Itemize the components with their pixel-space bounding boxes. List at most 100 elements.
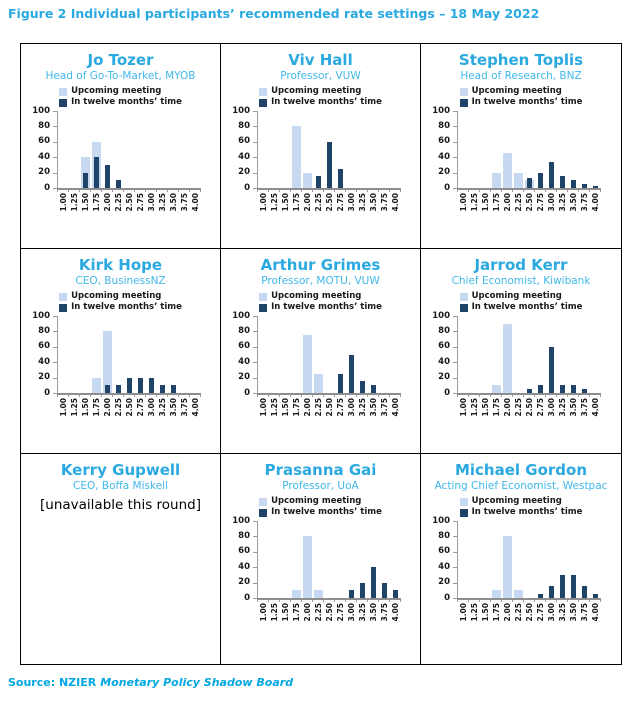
x-tick-label: 2.75 bbox=[336, 398, 345, 417]
x-tick-mark bbox=[390, 190, 401, 192]
bar-slot bbox=[513, 111, 524, 188]
bar-twelve-months bbox=[105, 164, 110, 188]
y-tick-label: 0 bbox=[444, 387, 450, 398]
y-tick-mark bbox=[53, 188, 57, 189]
bar-slot bbox=[590, 316, 601, 393]
y-tick-label: 0 bbox=[244, 387, 250, 398]
plot-column: 1.00 1.25 1.50 1.75 2.00 2.25 2.50 2.75 3.00 3.25… bbox=[457, 521, 601, 622]
y-tick-mark bbox=[453, 188, 457, 189]
x-axis-labels: 1.00 1.25 1.50 1.75 2.00 2.25 2.50 2.75 3.00 3.25… bbox=[257, 193, 401, 212]
x-label-cell: 1.75 bbox=[291, 193, 302, 212]
x-tick-mark bbox=[113, 395, 124, 397]
bar-twelve-months bbox=[549, 586, 554, 598]
x-tick-label: 2.00 bbox=[303, 193, 312, 212]
x-tick-mark bbox=[568, 190, 579, 192]
x-tick-mark bbox=[546, 600, 557, 602]
x-tick-mark bbox=[513, 600, 524, 602]
y-tick-mark bbox=[453, 362, 457, 364]
x-tick-mark bbox=[480, 600, 491, 602]
y-tick-mark bbox=[253, 331, 257, 333]
participant-role: CEO, Boffa Miskell bbox=[73, 480, 168, 492]
legend-item: Upcoming meeting bbox=[59, 291, 182, 302]
bar-slot bbox=[280, 316, 291, 393]
legend-item: Upcoming meeting bbox=[59, 86, 182, 97]
plot-column: 1.00 1.25 1.50 1.75 2.00 2.25 2.50 2.75 3.00 3.25… bbox=[457, 111, 601, 212]
participant-name: Jarrod Kerr bbox=[474, 256, 568, 274]
participant-name: Michael Gordon bbox=[454, 461, 588, 479]
bar-slot bbox=[146, 316, 157, 393]
y-tick-mark bbox=[53, 362, 57, 364]
bar-twelve-months bbox=[160, 385, 165, 393]
bar-upcoming bbox=[92, 377, 101, 393]
bar-slot bbox=[335, 316, 346, 393]
x-tick-mark bbox=[269, 395, 280, 397]
y-axis: 100 80 60 40 20 0 bbox=[431, 516, 457, 603]
y-tick-mark bbox=[253, 598, 257, 599]
bar-slot bbox=[324, 521, 335, 598]
x-tick-label: 1.25 bbox=[270, 398, 279, 417]
bar-twelve-months bbox=[360, 582, 365, 598]
x-tick-mark bbox=[568, 395, 579, 397]
participant-role: Professor, UoA bbox=[282, 480, 359, 492]
chart-legend: Upcoming meeting In twelve months’ time bbox=[459, 291, 582, 313]
y-tick-label: 80 bbox=[238, 325, 250, 336]
x-label-cell: 2.00 bbox=[302, 193, 313, 212]
y-tick-mark bbox=[253, 172, 257, 174]
bar-twelve-months bbox=[582, 389, 587, 393]
bar-twelve-months bbox=[338, 168, 343, 188]
y-tick-mark bbox=[253, 393, 257, 394]
x-tick-label: 4.00 bbox=[391, 398, 400, 417]
x-label-cell: 1.25 bbox=[69, 193, 80, 212]
legend-swatch-twelve-months-icon bbox=[259, 508, 268, 517]
x-tick-label: 3.25 bbox=[358, 193, 367, 212]
bar-slot bbox=[590, 111, 601, 188]
x-tick-mark bbox=[146, 395, 157, 397]
legend-item: Upcoming meeting bbox=[259, 291, 382, 302]
x-tick-label: 4.00 bbox=[591, 603, 600, 622]
x-tick-label: 2.50 bbox=[325, 193, 334, 212]
bar-upcoming bbox=[103, 331, 112, 393]
plot-column: 1.00 1.25 1.50 1.75 2.00 2.25 2.50 2.75 3.00 3.25… bbox=[457, 316, 601, 417]
bar-slot bbox=[80, 316, 91, 393]
bar-twelve-months bbox=[83, 172, 88, 188]
y-tick-mark bbox=[53, 141, 57, 143]
x-tick-label: 2.25 bbox=[514, 603, 523, 622]
y-tick-label: 0 bbox=[244, 182, 250, 193]
x-tick-label: 2.75 bbox=[336, 193, 345, 212]
y-axis: 100 80 60 40 20 0 bbox=[431, 106, 457, 193]
x-tick-label: 1.75 bbox=[292, 603, 301, 622]
legend-item: In twelve months’ time bbox=[259, 507, 382, 518]
bar-twelve-months bbox=[338, 373, 343, 393]
bar-slot bbox=[346, 316, 357, 393]
y-tick-mark bbox=[253, 346, 257, 348]
bar-slot bbox=[179, 111, 190, 188]
x-tick-label: 3.25 bbox=[158, 193, 167, 212]
x-label-cell: 3.50 bbox=[168, 398, 179, 417]
x-tick-label: 2.00 bbox=[303, 398, 312, 417]
y-tick-label: 100 bbox=[32, 105, 50, 116]
bar-upcoming bbox=[303, 172, 312, 188]
bar-slot bbox=[379, 111, 390, 188]
x-tick-mark bbox=[324, 395, 335, 397]
x-label-cell: 2.50 bbox=[124, 193, 135, 212]
x-label-cell: 1.50 bbox=[280, 193, 291, 212]
bar-upcoming bbox=[303, 536, 312, 598]
bar-twelve-months bbox=[94, 157, 99, 188]
participant-role: Chief Economist, Kiwibank bbox=[451, 275, 591, 287]
x-tick-label: 2.50 bbox=[525, 398, 534, 417]
x-tick-mark bbox=[390, 395, 401, 397]
x-tick-mark bbox=[524, 190, 535, 192]
x-tick-label: 1.50 bbox=[81, 398, 90, 417]
x-label-cell: 1.50 bbox=[480, 193, 491, 212]
x-tick-mark bbox=[102, 190, 113, 192]
y-tick-mark bbox=[253, 377, 257, 379]
legend-item: In twelve months’ time bbox=[459, 97, 582, 108]
x-label-cell: 3.50 bbox=[568, 398, 579, 417]
bar-upcoming bbox=[303, 335, 312, 393]
x-label-cell: 1.75 bbox=[491, 398, 502, 417]
x-tick-mark bbox=[579, 395, 590, 397]
bar-slot bbox=[579, 521, 590, 598]
x-tick-label: 3.00 bbox=[347, 193, 356, 212]
x-tick-mark bbox=[346, 395, 357, 397]
legend-swatch-upcoming-icon bbox=[259, 292, 268, 301]
